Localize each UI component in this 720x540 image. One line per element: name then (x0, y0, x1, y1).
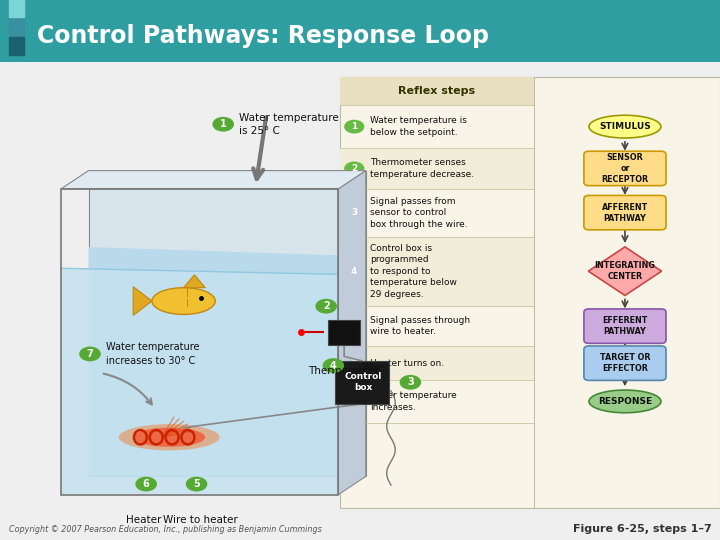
Text: Water temperature
is 25° C: Water temperature is 25° C (239, 113, 339, 136)
Text: 2: 2 (351, 164, 357, 173)
Text: Water temperature
increases to 30° C: Water temperature increases to 30° C (106, 342, 199, 366)
Bar (9, 37, 24, 55)
FancyBboxPatch shape (584, 309, 666, 343)
Circle shape (345, 395, 364, 408)
Bar (335, 361, 389, 404)
Text: Control
box: Control box (345, 372, 382, 393)
Text: SENSOR
or
RECEPTOR: SENSOR or RECEPTOR (601, 153, 649, 184)
Text: Copyright © 2007 Pearson Education, Inc., publishing as Benjamin Cummings: Copyright © 2007 Pearson Education, Inc.… (9, 525, 321, 534)
Text: Control box is
programmed
to respond to
temperature below
29 degrees.: Control box is programmed to respond to … (370, 244, 457, 299)
Bar (340, 347, 534, 380)
Text: INTEGRATING
CENTER: INTEGRATING CENTER (595, 261, 655, 281)
Polygon shape (61, 268, 338, 495)
Text: Thermometer: Thermometer (308, 366, 380, 376)
Circle shape (136, 477, 156, 491)
Text: 5: 5 (351, 322, 357, 330)
Text: 5: 5 (193, 479, 200, 489)
Text: Reflex steps: Reflex steps (398, 86, 476, 96)
Text: 4: 4 (351, 267, 357, 276)
Bar (340, 148, 534, 189)
Text: 7: 7 (86, 349, 94, 359)
Bar (340, 77, 534, 105)
Polygon shape (89, 171, 366, 476)
Circle shape (345, 320, 364, 332)
Circle shape (186, 477, 207, 491)
Polygon shape (588, 247, 662, 295)
Text: RESPONSE: RESPONSE (598, 397, 652, 406)
Circle shape (345, 265, 364, 278)
Text: Signal passes through
wire to heater.: Signal passes through wire to heater. (370, 316, 470, 336)
Text: 7: 7 (351, 397, 357, 406)
Text: Signal passes from
sensor to control
box through the wire.: Signal passes from sensor to control box… (370, 197, 468, 228)
Polygon shape (338, 171, 366, 495)
Text: 4: 4 (330, 361, 337, 370)
Bar (9, 0, 24, 17)
Text: STIMULUS: STIMULUS (599, 122, 651, 131)
Polygon shape (184, 275, 205, 288)
Text: Control Pathways: Response Loop: Control Pathways: Response Loop (37, 24, 490, 49)
Text: 6: 6 (351, 359, 357, 368)
Circle shape (400, 376, 420, 389)
Text: 6: 6 (143, 479, 150, 489)
Circle shape (80, 347, 100, 361)
Text: 1: 1 (220, 119, 227, 129)
FancyBboxPatch shape (584, 151, 666, 186)
FancyBboxPatch shape (584, 195, 666, 230)
Circle shape (316, 300, 336, 313)
Bar (340, 237, 534, 306)
Text: Heater: Heater (126, 515, 162, 525)
Text: AFFERENT
PATHWAY: AFFERENT PATHWAY (602, 202, 648, 222)
Ellipse shape (133, 428, 205, 447)
Text: 3: 3 (351, 208, 357, 217)
Text: 3: 3 (407, 377, 414, 387)
Circle shape (345, 162, 364, 174)
Bar (9, 18, 24, 36)
Text: Heater turns on.: Heater turns on. (370, 359, 444, 368)
Ellipse shape (589, 115, 661, 138)
Circle shape (345, 206, 364, 219)
Polygon shape (89, 247, 366, 476)
Text: Wire: Wire (361, 363, 384, 373)
Circle shape (213, 118, 233, 131)
FancyBboxPatch shape (584, 346, 666, 380)
Text: EFFERENT
PATHWAY: EFFERENT PATHWAY (602, 316, 648, 336)
Polygon shape (61, 171, 366, 189)
Text: 2: 2 (323, 301, 330, 311)
Bar (340, 77, 720, 508)
Text: 1: 1 (351, 122, 357, 131)
Ellipse shape (119, 424, 220, 450)
FancyBboxPatch shape (328, 320, 360, 346)
Circle shape (323, 359, 343, 372)
Circle shape (345, 357, 364, 369)
Text: Water temperature is
below the setpoint.: Water temperature is below the setpoint. (370, 117, 467, 137)
Text: TARGET OR
EFFECTOR: TARGET OR EFFECTOR (600, 353, 650, 373)
Text: Thermometer senses
temperature decrease.: Thermometer senses temperature decrease. (370, 158, 474, 179)
Text: Water temperature
increases.: Water temperature increases. (370, 391, 456, 411)
Text: Wire to heater: Wire to heater (163, 515, 238, 525)
Ellipse shape (152, 288, 215, 314)
Circle shape (345, 120, 364, 133)
Text: Figure 6-25, steps 1–7: Figure 6-25, steps 1–7 (572, 524, 711, 534)
Ellipse shape (589, 390, 661, 413)
Polygon shape (133, 287, 152, 315)
